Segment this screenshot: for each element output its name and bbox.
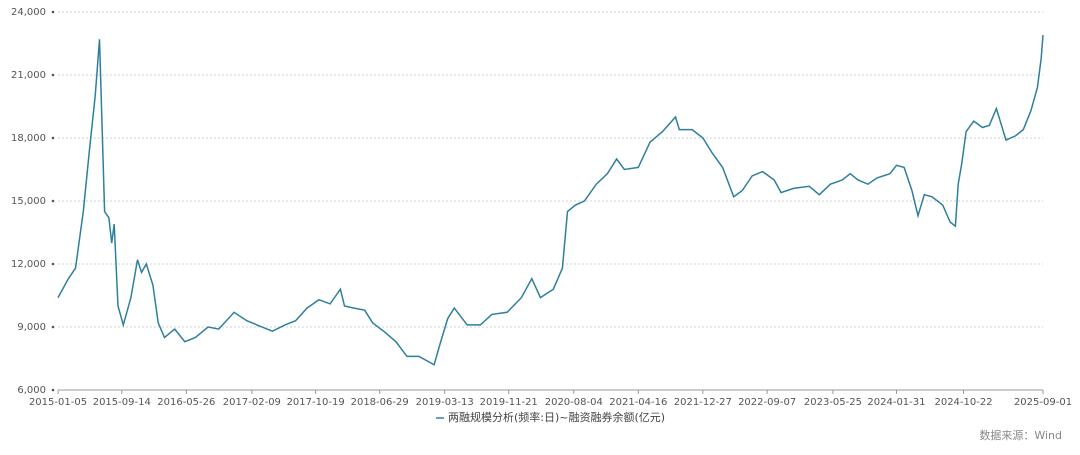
- x-tick-label: 2022-09-07: [738, 397, 796, 408]
- x-tick-label: 2019-03-13: [416, 397, 474, 408]
- x-tick-label: 2021-04-16: [609, 397, 667, 408]
- x-tick-label: 2021-12-27: [674, 397, 732, 408]
- y-tick-label: 15,000: [11, 196, 46, 207]
- y-tick-label: 21,000: [11, 70, 46, 81]
- line-series: [57, 35, 1044, 366]
- x-tick-label: 2024-10-22: [934, 397, 992, 408]
- y-tick-mark: [51, 388, 55, 392]
- x-tick-label: 2025-09-01: [1014, 397, 1072, 408]
- x-tick-label: 2016-05-26: [157, 397, 215, 408]
- y-tick-label: 6,000: [17, 385, 46, 396]
- y-tick-label: 12,000: [11, 259, 46, 270]
- x-tick-label: 2017-02-09: [223, 397, 281, 408]
- legend-label: 两融规模分析(频率:日)~融资融券余额(亿元): [448, 410, 665, 424]
- y-tick-mark: [51, 10, 55, 14]
- y-tick-mark: [51, 199, 55, 203]
- y-tick-mark: [51, 325, 55, 329]
- x-tick-label: 2020-08-04: [545, 397, 603, 408]
- x-tick-label: 2017-10-19: [287, 397, 345, 408]
- y-tick-mark: [51, 136, 55, 140]
- y-tick-mark: [51, 73, 55, 77]
- x-tick-label: 2024-01-31: [867, 397, 925, 408]
- y-tick-label: 9,000: [17, 322, 46, 333]
- x-tick-label: 2015-09-14: [93, 397, 151, 408]
- x-tick-label: 2018-06-29: [351, 397, 409, 408]
- y-tick-label: 24,000: [11, 7, 46, 18]
- y-tick-mark: [51, 262, 55, 266]
- x-tick-label: 2019-11-21: [480, 397, 538, 408]
- x-tick-label: 2015-01-05: [29, 397, 87, 408]
- x-tick-label: 2023-05-25: [804, 397, 862, 408]
- y-tick-label: 18,000: [11, 133, 46, 144]
- source: 数据来源：Wind: [979, 428, 1062, 442]
